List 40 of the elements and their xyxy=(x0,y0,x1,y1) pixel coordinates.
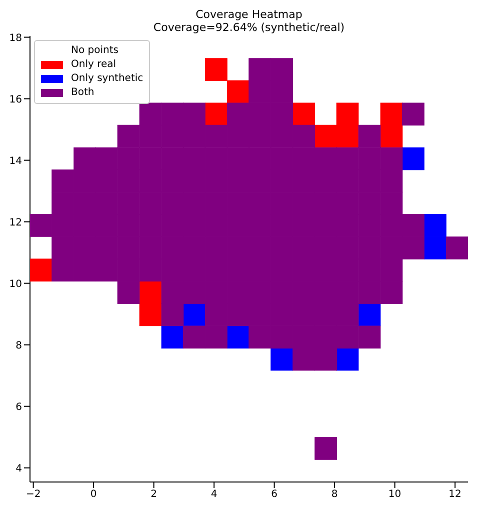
point xyxy=(270,348,294,371)
point xyxy=(336,102,359,126)
legend-label: Only synthetic xyxy=(71,72,144,86)
y-tick-label: 16 xyxy=(9,94,22,106)
point xyxy=(424,236,446,260)
x-tick-label: 12 xyxy=(448,489,462,500)
point xyxy=(30,258,52,282)
point xyxy=(358,303,381,326)
legend-label: Both xyxy=(71,86,94,100)
y-tick-label: 14 xyxy=(9,156,22,167)
point xyxy=(380,102,403,126)
chart-subtitle: Coverage=92.64% (synthetic/real) xyxy=(152,21,346,34)
point xyxy=(402,147,424,170)
point xyxy=(292,102,316,126)
point xyxy=(139,303,162,326)
x-tick-label: 8 xyxy=(331,489,338,500)
x-tick-label: −2 xyxy=(26,489,41,500)
point xyxy=(204,102,228,126)
y-tick-label: 8 xyxy=(16,340,22,352)
legend-label: Only real xyxy=(71,58,116,72)
y-tick-label: 10 xyxy=(9,278,22,290)
y-tick-label: 4 xyxy=(16,463,22,474)
point xyxy=(424,214,446,237)
x-tick-label: 10 xyxy=(388,489,402,500)
chart-title: Coverage Heatmap xyxy=(194,8,304,21)
point xyxy=(161,326,184,349)
text: No points xyxy=(71,44,118,58)
point xyxy=(204,58,228,81)
x-tick-label: 4 xyxy=(210,489,218,500)
y-tick-label: 12 xyxy=(9,217,22,228)
point xyxy=(226,326,250,349)
point xyxy=(314,124,338,148)
x-tick-label: 2 xyxy=(150,489,157,500)
point xyxy=(336,348,359,371)
x-tick-label: 6 xyxy=(271,489,278,500)
point xyxy=(226,80,250,104)
x-tick-label: 0 xyxy=(90,489,97,500)
y-tick-label: 6 xyxy=(16,402,22,413)
point xyxy=(380,124,403,148)
y-tick-label: 18 xyxy=(9,32,22,44)
